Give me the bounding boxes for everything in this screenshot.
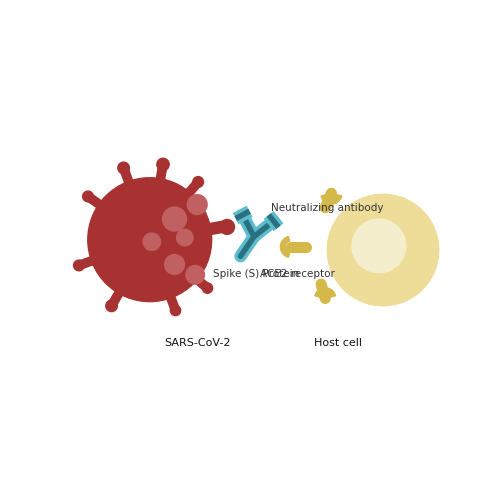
Circle shape: [82, 191, 94, 202]
Circle shape: [188, 194, 207, 214]
Circle shape: [193, 176, 203, 188]
Circle shape: [106, 300, 118, 312]
Circle shape: [162, 207, 186, 231]
Circle shape: [118, 162, 130, 173]
Circle shape: [186, 266, 204, 284]
Circle shape: [164, 254, 184, 274]
Text: SARS-CoV-2: SARS-CoV-2: [164, 338, 230, 348]
Circle shape: [88, 178, 212, 302]
Text: Host cell: Host cell: [314, 338, 362, 348]
Circle shape: [220, 220, 234, 234]
Circle shape: [328, 194, 439, 306]
Circle shape: [352, 219, 406, 272]
Text: Spike (S) Protein: Spike (S) Protein: [212, 268, 299, 278]
Polygon shape: [315, 288, 336, 297]
Text: Neutralizing antibody: Neutralizing antibody: [270, 202, 383, 212]
Circle shape: [74, 260, 85, 271]
Circle shape: [143, 233, 160, 250]
Circle shape: [202, 283, 212, 294]
Polygon shape: [280, 236, 289, 258]
Polygon shape: [321, 194, 342, 204]
Circle shape: [176, 230, 193, 246]
Text: ACE2 receptor: ACE2 receptor: [260, 268, 335, 278]
Circle shape: [170, 306, 180, 316]
Circle shape: [157, 158, 169, 170]
